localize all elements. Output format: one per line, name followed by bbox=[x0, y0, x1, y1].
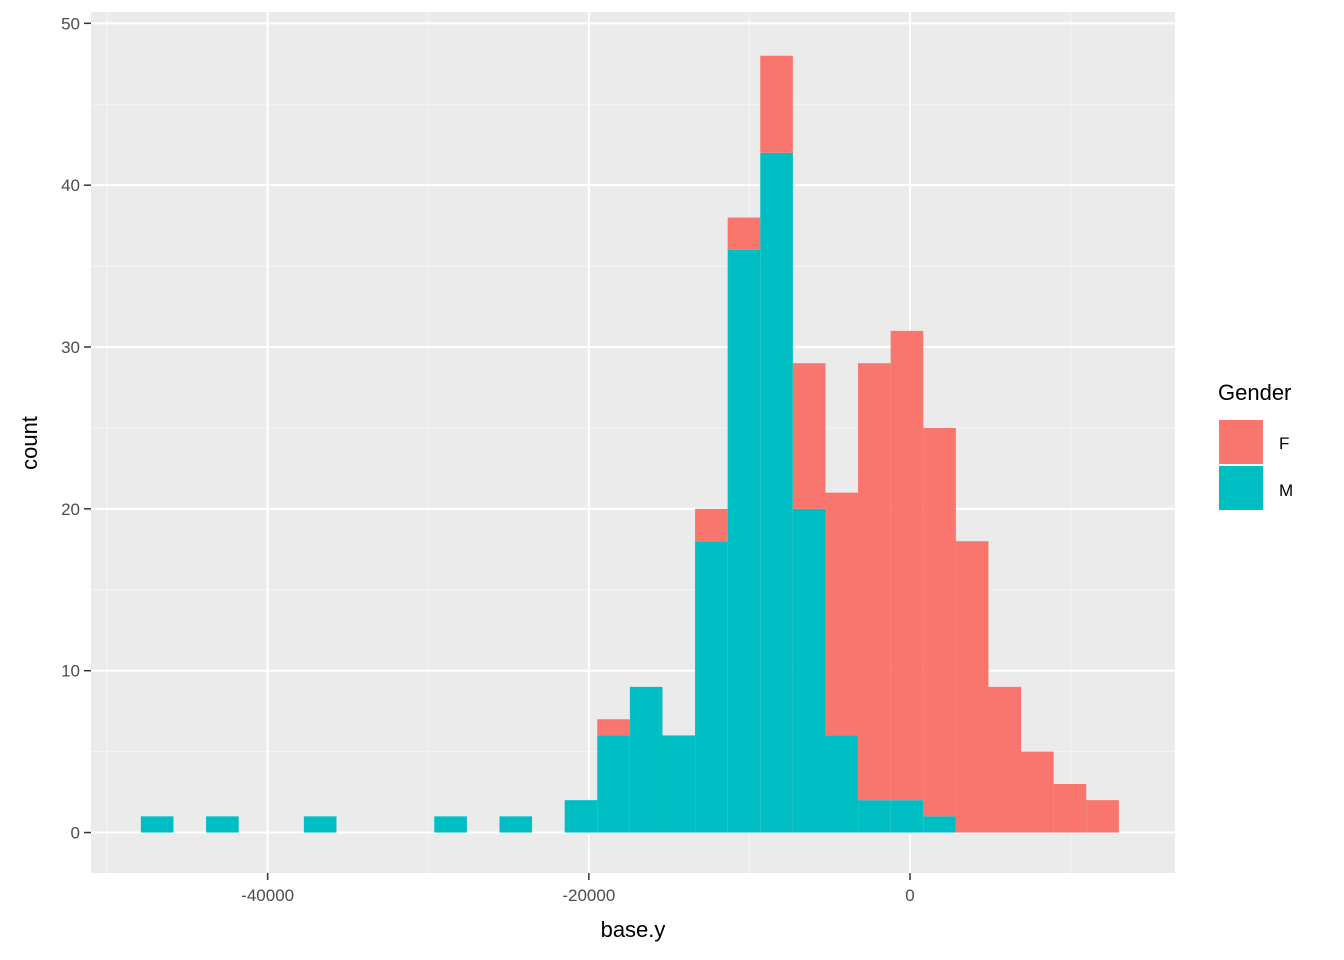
bar-m bbox=[727, 249, 761, 833]
bar-m bbox=[923, 816, 956, 833]
bar-m bbox=[597, 735, 630, 833]
bar-f bbox=[695, 508, 728, 542]
legend-label-m: M bbox=[1279, 481, 1293, 500]
y-tick-label: 0 bbox=[71, 824, 80, 843]
x-axis: -40000 -20000 0 bbox=[241, 873, 915, 905]
bar-f bbox=[597, 719, 630, 736]
bar-m bbox=[695, 541, 728, 833]
bar-f bbox=[1086, 800, 1119, 833]
legend: Gender F M bbox=[1218, 380, 1293, 510]
bar-m bbox=[140, 816, 174, 833]
bar-f bbox=[890, 330, 924, 801]
bar-f bbox=[792, 363, 826, 509]
x-tick-label: -40000 bbox=[241, 886, 294, 905]
y-tick-label: 30 bbox=[61, 338, 80, 357]
x-axis-title: base.y bbox=[601, 917, 666, 942]
bars bbox=[140, 55, 1119, 833]
y-tick-label: 10 bbox=[61, 662, 80, 681]
bar-m bbox=[564, 800, 598, 833]
legend-key-m bbox=[1219, 466, 1263, 510]
legend-key-f bbox=[1219, 420, 1263, 464]
bar-f bbox=[858, 363, 891, 801]
bar-f bbox=[1053, 783, 1087, 833]
x-tick-label: -20000 bbox=[562, 886, 615, 905]
bar-m bbox=[890, 800, 924, 833]
y-tick-label: 20 bbox=[61, 500, 80, 519]
bar-f bbox=[988, 686, 1022, 833]
bar-m bbox=[760, 152, 793, 833]
bar-m bbox=[825, 735, 859, 833]
legend-label-f: F bbox=[1279, 434, 1289, 453]
legend-title: Gender bbox=[1218, 380, 1291, 405]
grid-major bbox=[91, 12, 1175, 873]
bar-m bbox=[499, 816, 533, 833]
bar-m bbox=[629, 686, 663, 833]
y-tick-label: 40 bbox=[61, 176, 80, 195]
bar-m bbox=[206, 816, 239, 833]
bar-m bbox=[434, 816, 467, 833]
bar-f bbox=[760, 55, 793, 153]
bar-m bbox=[662, 735, 696, 833]
y-axis-title: count bbox=[17, 416, 42, 470]
bar-f bbox=[923, 427, 956, 817]
bar-m bbox=[303, 816, 337, 833]
bar-m bbox=[792, 508, 826, 833]
x-tick-label: 0 bbox=[905, 886, 914, 905]
bar-f bbox=[955, 541, 989, 833]
y-axis: 0 10 20 30 40 50 bbox=[61, 14, 91, 843]
bar-f bbox=[825, 492, 859, 736]
bar-m bbox=[858, 800, 891, 833]
bar-f bbox=[1021, 751, 1054, 833]
y-tick-label: 50 bbox=[61, 14, 80, 33]
bar-f bbox=[727, 217, 761, 250]
